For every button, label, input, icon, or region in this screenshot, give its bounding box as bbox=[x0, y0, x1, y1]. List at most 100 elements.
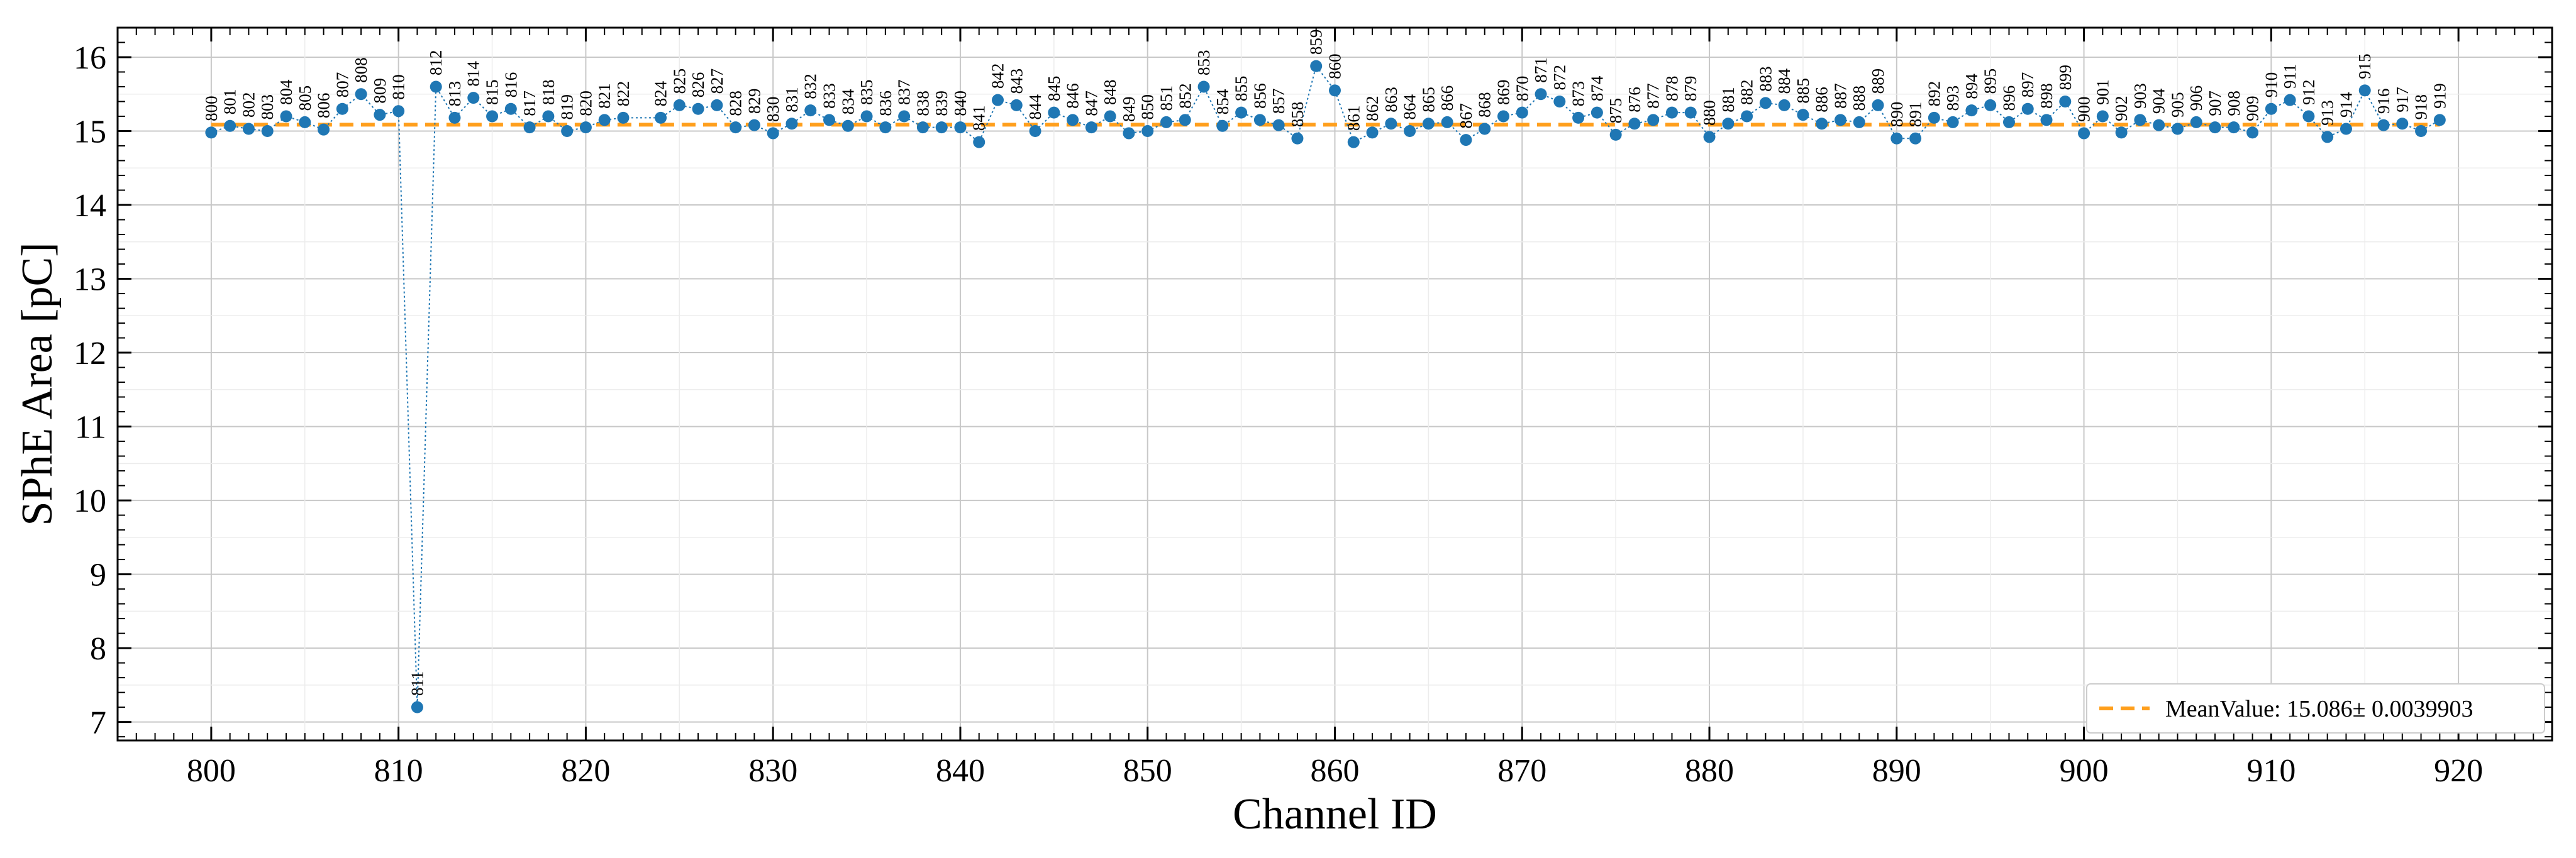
data-point bbox=[767, 127, 779, 140]
data-point bbox=[504, 102, 517, 115]
data-point bbox=[1647, 114, 1660, 126]
point-label: 908 bbox=[2224, 91, 2243, 116]
data-point bbox=[1048, 106, 1060, 119]
data-point bbox=[523, 121, 536, 134]
point-label: 902 bbox=[2112, 96, 2131, 121]
point-label: 865 bbox=[1419, 87, 1438, 113]
point-label: 846 bbox=[1063, 83, 1082, 109]
data-point bbox=[336, 102, 348, 115]
data-point bbox=[561, 125, 574, 138]
data-point bbox=[1310, 60, 1323, 72]
data-point bbox=[1216, 119, 1229, 132]
data-point bbox=[1797, 109, 1809, 121]
point-label: 878 bbox=[1662, 76, 1681, 102]
point-label: 854 bbox=[1213, 89, 1232, 114]
point-label: 840 bbox=[951, 91, 970, 116]
point-label: 825 bbox=[670, 69, 689, 94]
point-label: 890 bbox=[1887, 102, 1906, 128]
point-label: 896 bbox=[1999, 85, 2018, 111]
ticks: 800 810 820 830 840 850 860 870 880 890 900 910 9207… bbox=[74, 28, 2552, 789]
data-point bbox=[1778, 99, 1790, 111]
y-tick-label: 10 bbox=[74, 483, 106, 519]
data-point bbox=[1628, 118, 1641, 130]
x-tick-label: 800 bbox=[187, 753, 236, 789]
data-point bbox=[411, 701, 423, 713]
point-label: 906 bbox=[2187, 85, 2206, 111]
data-point bbox=[448, 111, 461, 124]
x-tick-label: 830 bbox=[748, 753, 797, 789]
point-label: 880 bbox=[1700, 100, 1719, 126]
data-point bbox=[2415, 125, 2428, 138]
x-tick-label: 900 bbox=[2060, 753, 2109, 789]
x-tick-label: 840 bbox=[936, 753, 985, 789]
point-label: 915 bbox=[2355, 53, 2374, 79]
point-label: 860 bbox=[1326, 53, 1345, 79]
data-point bbox=[2433, 114, 2446, 126]
point-label: 815 bbox=[483, 80, 502, 106]
data-point bbox=[299, 116, 311, 128]
point-label: 901 bbox=[2093, 80, 2112, 106]
point-label: 842 bbox=[989, 63, 1008, 89]
data-point bbox=[916, 121, 929, 134]
point-label: 808 bbox=[352, 57, 370, 83]
data-point bbox=[598, 114, 611, 126]
point-label: 919 bbox=[2430, 83, 2449, 109]
point-label: 911 bbox=[2280, 64, 2299, 89]
point-label: 850 bbox=[1138, 94, 1157, 120]
data-point bbox=[2396, 118, 2409, 130]
data-point bbox=[374, 109, 386, 121]
point-label: 821 bbox=[595, 83, 614, 109]
point-label: 861 bbox=[1344, 106, 1363, 131]
data-point bbox=[2358, 84, 2371, 97]
point-label: 816 bbox=[501, 72, 520, 98]
point-label: 863 bbox=[1382, 87, 1401, 113]
point-label: 844 bbox=[1026, 94, 1045, 120]
point-label: 836 bbox=[876, 91, 895, 116]
data-point bbox=[730, 121, 742, 134]
data-point bbox=[617, 111, 630, 124]
point-label: 900 bbox=[2075, 97, 2094, 123]
point-label: 889 bbox=[1868, 69, 1887, 94]
point-label: 841 bbox=[970, 106, 989, 131]
point-label: 887 bbox=[1831, 83, 1850, 109]
data-point bbox=[1085, 121, 1097, 134]
data-point bbox=[355, 88, 367, 101]
point-label: 873 bbox=[1569, 81, 1588, 107]
data-point bbox=[1553, 96, 1566, 108]
point-label: 866 bbox=[1438, 85, 1457, 111]
data-point bbox=[1010, 99, 1023, 111]
point-label: 828 bbox=[726, 91, 745, 116]
data-point bbox=[1385, 118, 1397, 130]
point-label: 851 bbox=[1157, 85, 1176, 111]
data-point bbox=[1816, 118, 1828, 130]
data-point bbox=[1759, 97, 1772, 109]
data-point bbox=[711, 99, 723, 111]
data-point bbox=[1497, 110, 1509, 123]
point-label: 822 bbox=[614, 81, 633, 107]
data-point bbox=[261, 125, 274, 138]
point-label: 806 bbox=[314, 93, 333, 119]
point-label: 867 bbox=[1457, 103, 1475, 129]
data-point bbox=[898, 110, 911, 123]
data-point bbox=[1253, 114, 1266, 126]
point-label: 897 bbox=[2018, 72, 2037, 98]
point-label: 858 bbox=[1288, 102, 1307, 128]
point-label: 883 bbox=[1756, 66, 1775, 92]
x-tick-label: 850 bbox=[1123, 753, 1172, 789]
point-label: 849 bbox=[1119, 97, 1138, 123]
data-point bbox=[1965, 104, 1978, 117]
data-point bbox=[748, 119, 760, 131]
point-label: 917 bbox=[2393, 87, 2412, 113]
point-label: 913 bbox=[2318, 100, 2337, 126]
data-point bbox=[2096, 110, 2109, 123]
point-label: 827 bbox=[708, 69, 726, 94]
data-point bbox=[1329, 84, 1341, 97]
data-point bbox=[1872, 99, 1884, 111]
data-point bbox=[1984, 99, 1997, 111]
data-point bbox=[1853, 116, 1865, 128]
point-label: 872 bbox=[1550, 65, 1569, 91]
point-label: 852 bbox=[1175, 83, 1194, 109]
data-point bbox=[2377, 119, 2390, 131]
